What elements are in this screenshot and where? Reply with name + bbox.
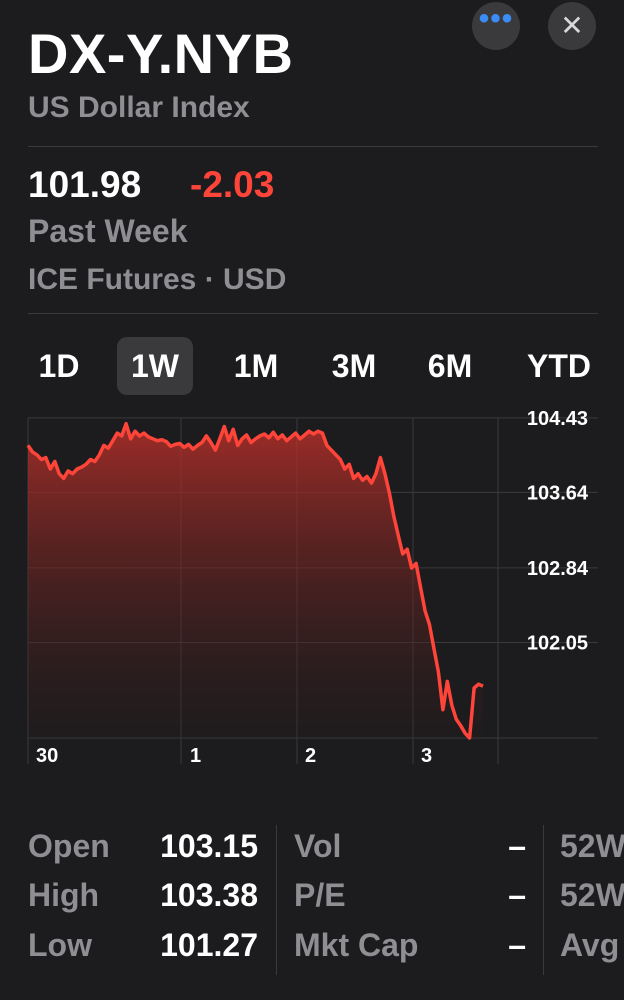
stat-value-vol: – — [508, 828, 526, 864]
ticker-symbol: DX-Y.NYB — [28, 22, 294, 85]
tab-1w[interactable]: 1W — [117, 337, 193, 395]
divider — [28, 313, 598, 314]
y-tick-label: 104.43 — [527, 410, 588, 430]
tab-3m[interactable]: 3M — [331, 348, 377, 384]
stat-label-52w-low: 52W — [560, 877, 624, 913]
y-tick-label: 102.05 — [527, 632, 588, 654]
ellipsis-icon: ••• — [478, 2, 514, 35]
stat-value-open: 103.15 — [160, 828, 258, 864]
close-icon: ✕ — [560, 10, 584, 41]
current-price: 101.98 — [28, 164, 142, 205]
tab-1m[interactable]: 1M — [233, 348, 279, 384]
stat-label-low: Low — [28, 927, 92, 963]
stat-value-pe: – — [508, 877, 526, 913]
stat-value-mkt-cap: – — [508, 927, 526, 963]
stat-label-avg: Avg — [560, 927, 620, 963]
stat-label-pe: P/E — [294, 877, 346, 913]
stat-label-mkt-cap: Mkt Cap — [294, 927, 419, 963]
stat-label-open: Open — [28, 828, 110, 864]
more-options-button[interactable]: ••• — [472, 2, 520, 50]
exchange-label: ICE Futures · USD — [28, 263, 287, 296]
close-button[interactable]: ✕ — [548, 2, 596, 50]
ticker-name: US Dollar Index — [28, 91, 250, 124]
stats-separator — [543, 825, 544, 975]
stat-value-low: 101.27 — [160, 927, 258, 963]
x-tick-label: 2 — [305, 745, 316, 767]
period-label: Past Week — [28, 213, 188, 249]
x-tick-label: 1 — [190, 745, 201, 767]
price-change: -2.03 — [190, 164, 275, 205]
stat-label-high: High — [28, 877, 100, 913]
x-tick-label: 30 — [36, 745, 58, 767]
tab-ytd[interactable]: YTD — [527, 348, 591, 384]
price-chart[interactable]: 104.43 103.64 102.84 102.05 30 1 2 3 — [0, 410, 624, 780]
divider — [28, 146, 598, 147]
stat-label-52w-high: 52W — [560, 828, 624, 864]
series-line — [26, 421, 484, 740]
stats-separator — [276, 825, 277, 975]
tab-1d[interactable]: 1D — [38, 348, 80, 384]
y-tick-label: 102.84 — [527, 558, 589, 580]
tab-6m[interactable]: 6M — [427, 348, 473, 384]
stat-label-vol: Vol — [294, 828, 342, 864]
x-tick-label: 3 — [421, 745, 432, 767]
stat-value-high: 103.38 — [160, 877, 258, 913]
chart-area-fill — [28, 423, 483, 738]
y-tick-label: 103.64 — [527, 482, 589, 504]
